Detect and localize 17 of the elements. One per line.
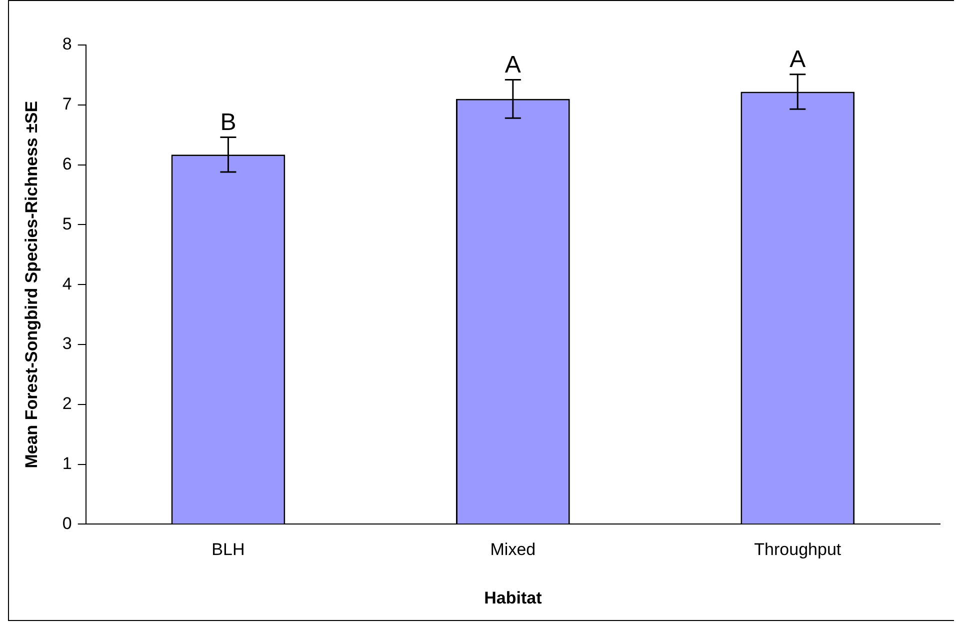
y-tick-label: 7 (62, 94, 72, 114)
y-tick-label: 8 (62, 34, 72, 54)
y-tick-label: 1 (62, 454, 72, 473)
x-axis-title: Habitat (484, 588, 542, 608)
annotation: B (220, 108, 236, 136)
x-tick-label: Throughput (754, 540, 842, 560)
y-tick-label: 3 (62, 334, 72, 354)
y-axis-title: Mean Forest-Songbird Species-Richness ±SE (22, 100, 41, 468)
x-tick-label: Mixed (490, 540, 536, 560)
y-tick-label: 6 (62, 154, 72, 174)
y-tick-label: 2 (62, 394, 72, 414)
y-tick-label: 4 (62, 274, 72, 294)
y-tick-label: 5 (62, 214, 72, 234)
x-tick-label: BLH (212, 540, 245, 560)
y-tick-label: 0 (62, 514, 72, 533)
annotation: A (504, 51, 521, 78)
annotation: A (790, 46, 806, 73)
